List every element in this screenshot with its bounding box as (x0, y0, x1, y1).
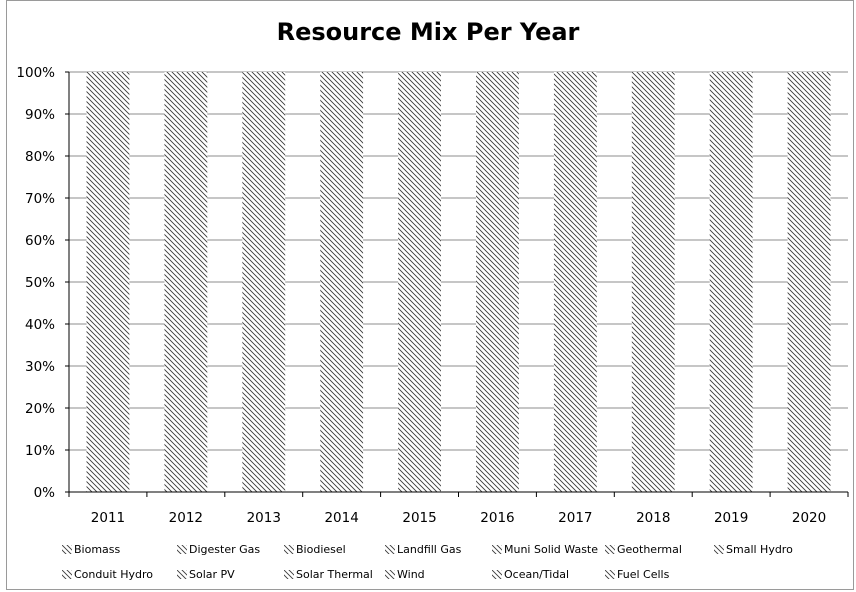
legend-label: Solar PV (189, 568, 235, 581)
legend-item: Wind (385, 568, 492, 581)
legend-item: Fuel Cells (605, 568, 714, 581)
legend-item: Biomass (62, 543, 177, 556)
bar-2012 (164, 72, 208, 492)
chart-frame (6, 0, 854, 590)
x-tick-label: 2012 (169, 510, 203, 526)
legend-row: Biomass Digester Gas Biodiesel Landfill Gas… (62, 537, 842, 562)
x-tick-label: 2020 (792, 510, 826, 526)
legend-label: Ocean/Tidal (504, 568, 570, 581)
x-tick-label: 2017 (558, 510, 592, 526)
legend-item: Solar PV (177, 568, 284, 581)
legend-label: Small Hydro (726, 543, 793, 556)
legend-item: Solar Thermal (284, 568, 385, 581)
legend-swatch (714, 545, 724, 554)
legend-label: Geothermal (617, 543, 682, 556)
y-tick-label: 90% (25, 107, 55, 123)
bar-2013 (242, 72, 286, 492)
bar-2011 (86, 72, 130, 492)
legend-label: Fuel Cells (617, 568, 670, 581)
y-tick-label: 50% (25, 275, 55, 291)
y-tick-label: 70% (25, 191, 55, 207)
legend-swatch (605, 545, 615, 554)
x-tick-label: 2015 (402, 510, 436, 526)
x-tick-label: 2014 (324, 510, 358, 526)
y-tick-label: 60% (25, 233, 55, 249)
x-tick-label: 2013 (247, 510, 281, 526)
bar-2016 (476, 72, 519, 492)
x-tick-label: 2011 (91, 510, 125, 526)
legend-swatch (177, 570, 187, 579)
bar-2019 (709, 72, 753, 492)
legend-swatch (605, 570, 615, 579)
legend-swatch (62, 570, 72, 579)
legend-label: Solar Thermal (296, 568, 373, 581)
legend-label: Muni Solid Waste (504, 543, 599, 556)
legend-item: Geothermal (605, 543, 714, 556)
y-tick-label: 40% (25, 317, 55, 333)
legend-swatch (177, 545, 187, 554)
legend-item: Muni Solid Waste (492, 543, 605, 556)
legend-item: Conduit Hydro (62, 568, 177, 581)
legend-label: Biomass (74, 543, 121, 556)
legend-swatch (492, 545, 502, 554)
y-tick-label: 20% (25, 401, 55, 417)
legend-item: Digester Gas (177, 543, 284, 556)
legend-swatch (62, 545, 72, 554)
legend-swatch (284, 570, 294, 579)
legend-label: Wind (397, 568, 425, 581)
legend-item: Biodiesel (284, 543, 385, 556)
legend-swatch (385, 570, 395, 579)
legend-label: Conduit Hydro (74, 568, 153, 581)
bar-2014 (320, 72, 364, 492)
legend-item: Landfill Gas (385, 543, 492, 556)
bar-2017 (553, 72, 597, 492)
legend-swatch (284, 545, 294, 554)
legend-item: Ocean/Tidal (492, 568, 605, 581)
legend-item: Small Hydro (714, 543, 824, 556)
bar-2020 (787, 72, 831, 492)
x-tick-label: 2019 (714, 510, 748, 526)
legend-row: Conduit Hydro Solar PV Solar Thermal Wind Oc… (62, 562, 842, 587)
y-tick-label: 10% (25, 443, 55, 459)
bar-2018 (631, 72, 675, 492)
y-tick-label: 100% (16, 65, 55, 81)
y-tick-label: 0% (34, 485, 56, 501)
y-tick-label: 80% (25, 149, 55, 165)
y-tick-label: 30% (25, 359, 55, 375)
x-tick-label: 2018 (636, 510, 670, 526)
legend-label: Landfill Gas (397, 543, 462, 556)
legend-swatch (492, 570, 502, 579)
legend-label: Biodiesel (296, 543, 346, 556)
legend-swatch (385, 545, 395, 554)
legend-label: Digester Gas (189, 543, 261, 556)
x-tick-label: 2016 (480, 510, 514, 526)
chart-legend: Biomass Digester Gas Biodiesel Landfill Gas… (62, 537, 842, 587)
chart-title: Resource Mix Per Year (276, 18, 580, 46)
bar-2015 (398, 72, 441, 492)
